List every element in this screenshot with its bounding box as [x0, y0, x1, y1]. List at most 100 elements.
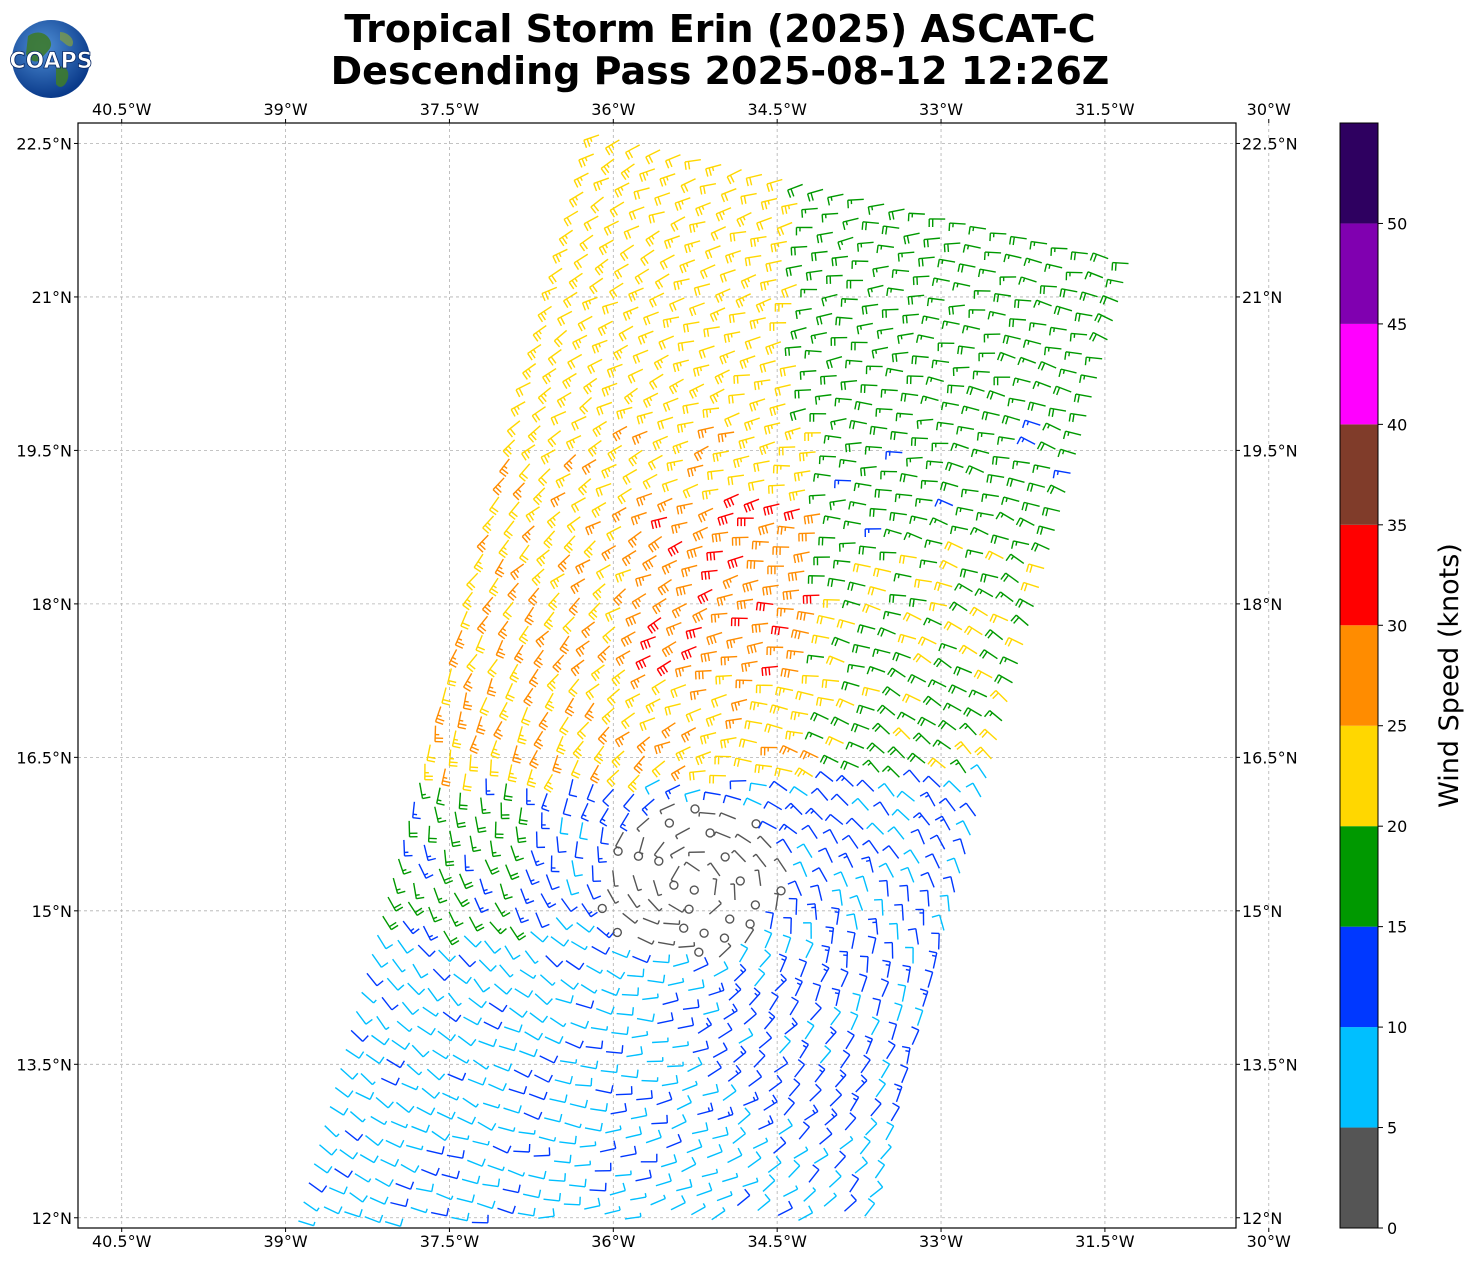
wind-barb	[688, 302, 705, 317]
wind-barb	[495, 639, 506, 659]
wind-barb	[502, 601, 514, 621]
wind-barb	[984, 550, 1004, 561]
wind-barb	[623, 387, 638, 405]
wind-barb	[884, 941, 894, 959]
wind-barb	[686, 545, 703, 559]
wind-barb	[710, 693, 727, 708]
wind-barb	[607, 444, 623, 461]
wind-barb	[1008, 318, 1027, 328]
wind-barb	[597, 903, 607, 914]
wind-barb	[706, 550, 723, 561]
wind-barb	[844, 442, 862, 453]
wind-barb	[674, 197, 691, 211]
wind-barb	[472, 1140, 490, 1146]
wind-barb	[786, 649, 804, 659]
wind-barb	[609, 201, 625, 218]
wind-barb	[942, 702, 962, 712]
wind-barb	[957, 345, 975, 355]
wind-barb	[712, 1042, 728, 1058]
wind-barb	[766, 646, 784, 656]
wind-barb	[488, 1002, 508, 1013]
wind-barb	[627, 893, 641, 909]
wind-barb	[594, 1162, 612, 1172]
wind-barb	[894, 1083, 903, 1103]
wind-barb	[562, 616, 575, 635]
wind-barb	[972, 370, 990, 380]
wind-barb	[891, 269, 910, 278]
wind-barb	[513, 1143, 531, 1153]
wind-barb	[836, 618, 856, 629]
wind-barb	[845, 1030, 855, 1050]
wind-barb	[535, 630, 550, 648]
wind-barb	[625, 612, 641, 627]
wind-barb	[652, 435, 669, 451]
wind-barb	[968, 689, 988, 698]
wind-barb	[752, 853, 767, 868]
wind-barb	[366, 972, 384, 987]
wind-barb	[776, 221, 793, 237]
wind-barb	[370, 1115, 388, 1126]
colorbar-tick-4: 20	[1387, 817, 1407, 836]
wind-barb	[789, 996, 799, 1016]
wind-barb	[780, 667, 799, 678]
wind-barb	[606, 1045, 624, 1054]
wind-barb	[492, 1145, 512, 1154]
wind-barb	[401, 1082, 419, 1091]
wind-barb	[831, 907, 840, 925]
wind-barb	[876, 327, 894, 339]
wind-barb	[490, 740, 500, 759]
wind-barb	[846, 913, 858, 930]
wind-barb	[669, 880, 679, 890]
wind-barb	[999, 656, 1019, 665]
wind-barb	[524, 1031, 544, 1041]
wind-barb	[918, 256, 935, 267]
wind-barb	[841, 834, 859, 849]
wind-barb	[680, 727, 697, 743]
wind-barb	[620, 1145, 637, 1158]
wind-barb	[672, 954, 690, 967]
wind-barb	[744, 336, 761, 350]
wind-barb	[601, 707, 615, 725]
wind-barb	[840, 379, 858, 391]
wind-barb	[794, 767, 814, 778]
wind-barb	[576, 721, 590, 740]
wind-barb	[313, 1163, 333, 1174]
wind-barb	[959, 802, 977, 817]
wind-barb	[638, 836, 645, 855]
wind-barb	[542, 367, 557, 385]
wind-barb	[494, 558, 505, 578]
wind-barb	[825, 735, 844, 746]
wind-barb	[944, 541, 963, 551]
wind-barb	[586, 964, 603, 974]
wind-barb	[806, 654, 825, 664]
wind-barb	[553, 329, 568, 348]
wind-barb	[850, 1011, 859, 1031]
wind-barb	[851, 643, 871, 654]
wind-barb	[488, 577, 499, 597]
wind-barb	[382, 915, 399, 931]
wind-barb	[1062, 430, 1082, 440]
wind-barb	[1068, 412, 1087, 423]
wind-barb	[701, 488, 719, 500]
wind-barb	[599, 807, 609, 827]
wind-barb	[664, 703, 681, 716]
wind-barb	[681, 564, 698, 578]
wind-barb	[713, 961, 729, 977]
wind-barb	[730, 883, 736, 901]
lat-tick-left-5: 15°N	[32, 902, 72, 921]
wind-barb	[595, 564, 611, 580]
wind-barb	[867, 935, 877, 954]
wind-barb	[978, 352, 996, 362]
wind-barb	[499, 458, 510, 478]
wind-barb	[798, 532, 815, 542]
lon-tick-bottom-0: 40.5°W	[92, 1232, 152, 1251]
wind-barb	[572, 740, 584, 760]
wind-barb	[932, 739, 952, 750]
wind-barb	[912, 732, 931, 745]
wind-barb	[952, 366, 970, 377]
wind-barb	[733, 757, 752, 767]
wind-barb	[706, 631, 723, 646]
wind-barb	[950, 442, 969, 451]
wind-barb	[650, 516, 668, 530]
wind-barb	[514, 988, 534, 998]
